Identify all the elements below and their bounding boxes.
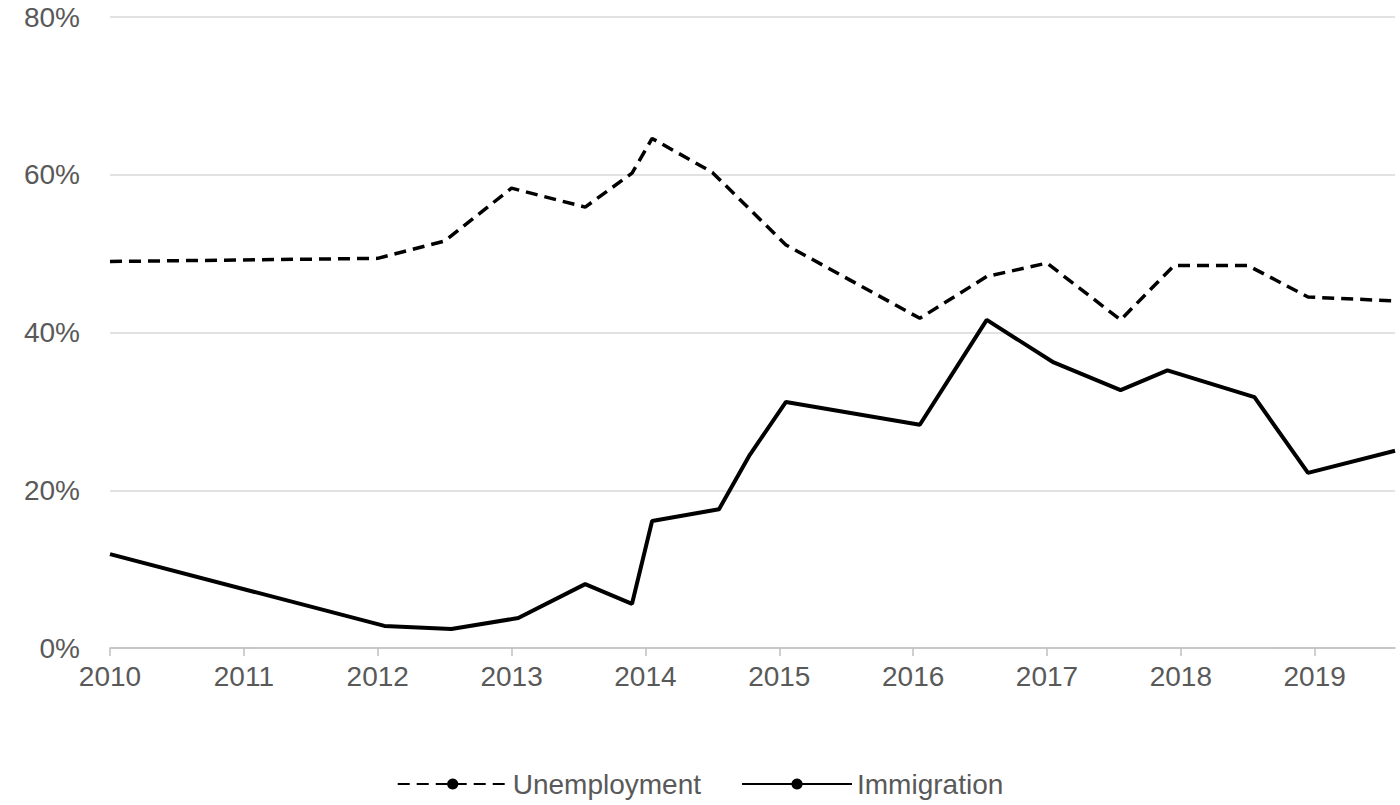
svg-text:Unemployment: Unemployment bbox=[513, 769, 702, 800]
svg-text:2018: 2018 bbox=[1150, 661, 1212, 692]
svg-text:60%: 60% bbox=[24, 159, 80, 190]
svg-text:2019: 2019 bbox=[1284, 661, 1346, 692]
svg-text:80%: 80% bbox=[24, 2, 80, 33]
svg-text:2014: 2014 bbox=[614, 661, 676, 692]
svg-text:2012: 2012 bbox=[347, 661, 409, 692]
svg-text:2010: 2010 bbox=[79, 661, 141, 692]
svg-text:40%: 40% bbox=[24, 317, 80, 348]
svg-text:2015: 2015 bbox=[748, 661, 810, 692]
svg-text:0%: 0% bbox=[40, 633, 80, 664]
svg-text:2011: 2011 bbox=[214, 661, 274, 692]
svg-text:Immigration: Immigration bbox=[857, 769, 1003, 800]
svg-text:20%: 20% bbox=[24, 475, 80, 506]
svg-text:2016: 2016 bbox=[882, 661, 944, 692]
svg-text:2017: 2017 bbox=[1016, 661, 1078, 692]
svg-text:2013: 2013 bbox=[480, 661, 542, 692]
